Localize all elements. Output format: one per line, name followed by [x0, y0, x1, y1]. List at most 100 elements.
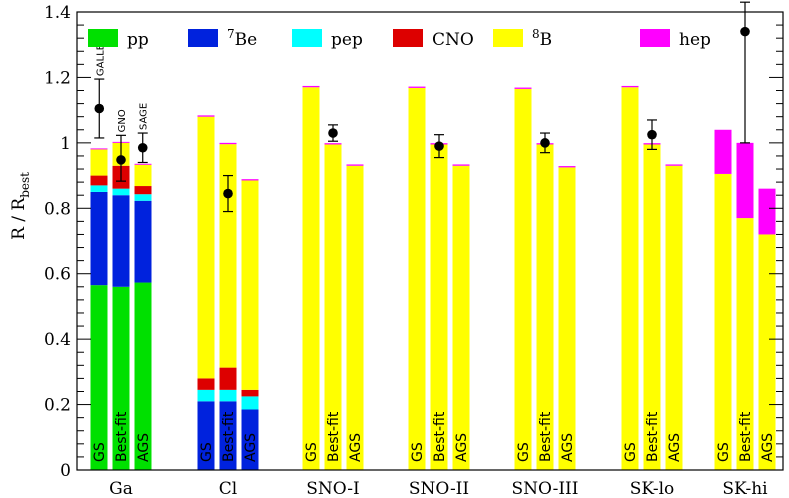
bar-segment-hep [134, 163, 152, 165]
bar-group-sno-i: GS Best-fit AGS [302, 85, 364, 470]
bar-segment-b8 [536, 144, 554, 470]
bar-segment-b8 [514, 88, 532, 470]
data-point [223, 188, 233, 199]
legend-item-hep: hep [640, 29, 711, 50]
legend-superscript: 8 [532, 27, 540, 41]
legend-swatch [188, 29, 218, 47]
bars-layer: GS Best-fit AGS GS Best-fit AGS GS Best-fit AGS G… [90, 85, 776, 470]
bar-label: Best-fit [114, 411, 130, 462]
bar-segment-be7 [112, 195, 130, 287]
bar-segment-b8 [302, 87, 320, 470]
data-point [94, 103, 105, 114]
bar-segment-b8 [219, 144, 237, 368]
data-point [137, 142, 148, 153]
legend-label: 8B [532, 27, 552, 50]
bar-label: GS [716, 442, 732, 462]
legend-swatch [640, 29, 670, 47]
bar-label: Best-fit [538, 411, 554, 462]
bar-segment-b8 [452, 165, 470, 470]
bar-segment-cno [90, 175, 108, 186]
measurement-point: GNO [116, 109, 128, 182]
legend-item-cno: CNO [393, 29, 474, 50]
legend-item-b8: 8B [493, 27, 552, 50]
bar-segment-hep [665, 164, 683, 166]
bar-segment-pep [241, 396, 259, 410]
bar-segment-b8 [241, 180, 259, 390]
bar-segment-b8 [558, 167, 576, 470]
data-point [328, 128, 338, 138]
bar-segment-b8 [134, 164, 152, 187]
legend-main-text: Be [235, 30, 258, 50]
axes: 0 0.2 0.4 0.6 0.8 1 1.2 1.4 Ga Cl SNO-I SNO-II SNO-I… [9, 3, 784, 498]
legend-label: 7Be [227, 27, 257, 50]
bar-label: AGS [243, 433, 259, 462]
bar-label: Best-fit [738, 411, 754, 462]
bar-segment-hep [758, 188, 776, 235]
bar-segment-b8 [346, 165, 364, 470]
y-tick-label: 1 [60, 134, 71, 154]
bar-segment-hep [714, 129, 732, 174]
bar-group-ga: GS Best-fit AGS [90, 141, 152, 470]
bar-segment-hep [324, 143, 342, 145]
y-tick-label: 0.4 [44, 330, 71, 350]
bar-label: GS [516, 442, 532, 462]
bar-segment-b8 [408, 87, 426, 470]
bar-segment-hep [90, 148, 108, 150]
measurement-point [434, 134, 444, 159]
bar-label: GS [199, 442, 215, 462]
y-axis-label: R / Rbest [9, 172, 32, 240]
experiment-label: GNO [117, 109, 128, 132]
bar-segment-hep [241, 179, 259, 181]
bar-label: GS [623, 442, 639, 462]
bar-label: AGS [667, 433, 683, 462]
bar-group-sno-ii: GS Best-fit AGS [408, 86, 470, 470]
legend-swatch [493, 29, 523, 47]
bar-label: Best-fit [326, 411, 342, 462]
bar-label: AGS [348, 433, 364, 462]
y-tick-label: 0.8 [44, 199, 71, 219]
x-category-label: Ga [109, 479, 133, 498]
x-category-label: SNO-I [306, 479, 360, 498]
data-point [647, 129, 657, 140]
legend-swatch [88, 29, 118, 47]
bar-segment-cno [197, 378, 215, 390]
bar-group-cl: GS Best-fit AGS [197, 115, 259, 470]
measurement-point [647, 119, 657, 150]
bar-label: AGS [760, 433, 776, 462]
bar-segment-hep [219, 142, 237, 145]
legend-item-pep: pep [292, 29, 363, 50]
legend-swatch [393, 29, 423, 47]
bar-segment-hep [514, 87, 532, 89]
y-tick-label: 1.4 [44, 3, 71, 23]
x-category-label: SNO-III [512, 479, 579, 498]
bar-segment-b8 [197, 116, 215, 379]
legend-main-text: B [540, 30, 553, 50]
legend-label: hep [679, 30, 711, 50]
legend-item-pp: pp [88, 29, 149, 50]
bar-segment-b8 [758, 234, 776, 470]
bar-group-sk-lo: GS Best-fit AGS [621, 85, 683, 470]
x-category-label: SNO-II [409, 479, 469, 498]
bar-label: AGS [136, 433, 152, 462]
legend-label: pp [127, 30, 149, 50]
bar-segment-hep [408, 86, 426, 88]
bar-segment-hep [621, 85, 639, 88]
bar-segment-hep [452, 164, 470, 166]
x-category-label: SK-hi [722, 479, 768, 498]
y-tick-label: 0.6 [44, 265, 71, 285]
bar-segment-b8 [736, 218, 754, 470]
legend-item-be7: 7Be [188, 27, 257, 50]
bar-segment-b8 [714, 173, 732, 470]
data-point [540, 138, 550, 148]
bar-segment-pp [112, 286, 130, 470]
bar-label: Best-fit [432, 411, 448, 462]
legend-swatch [292, 29, 322, 47]
bar-segment-pp [134, 282, 152, 470]
y-axis-label-subscript: best [18, 172, 32, 198]
y-tick-label: 0.2 [44, 396, 71, 416]
bar-segment-b8 [643, 144, 661, 470]
bar-segment-cno [134, 186, 152, 195]
measurements-layer: GALLEX GNO SAGE [94, 1, 750, 213]
measurement-point [328, 124, 338, 142]
